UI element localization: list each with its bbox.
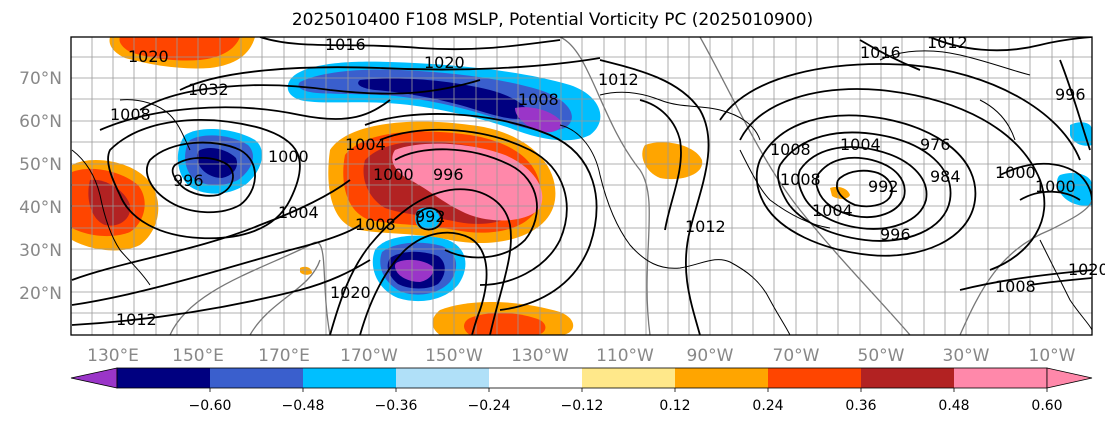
- contour-label: 1012: [927, 33, 968, 52]
- map-border: [70, 36, 1093, 336]
- secondary-contours: [169, 37, 1092, 335]
- latitude-labels: 70°N 60°N 50°N 40°N 30°N 20°N: [19, 69, 62, 304]
- contour-labels: 1016 1020 1020 1032 1004 996 1000 1004 1…: [110, 33, 1105, 329]
- contour-label: 1004: [812, 201, 853, 220]
- colorbar-tick-label: −0.48: [282, 398, 325, 414]
- contour-label: 1008: [110, 105, 151, 124]
- lon-label: 10°W: [1029, 346, 1076, 366]
- contour-label: 976: [920, 135, 951, 154]
- colorbar-cell: [117, 368, 211, 388]
- colorbar-cell: [396, 368, 490, 388]
- colorbar-extend-right: [1046, 367, 1093, 389]
- contour-label: 1000: [268, 147, 309, 166]
- lat-label: 50°N: [19, 155, 62, 175]
- contour-label: 1016: [325, 35, 366, 54]
- colorbar-cell: [489, 368, 583, 388]
- contour-label: 996: [880, 225, 911, 244]
- lat-label: 40°N: [19, 198, 62, 218]
- contour-label: 1020: [1068, 260, 1105, 279]
- colorbar-tick-label: −0.24: [468, 398, 511, 414]
- lon-label: 130°E: [87, 346, 139, 366]
- colorbar-tick-label: −0.36: [375, 398, 418, 414]
- contour-label: 1004: [278, 203, 319, 222]
- lat-label: 20°N: [19, 284, 62, 304]
- contour-label: 1032: [188, 80, 229, 99]
- lat-label: 60°N: [19, 112, 62, 132]
- lon-label: 30°W: [943, 346, 990, 366]
- contour-label: 1000: [373, 165, 414, 184]
- lat-label: 30°N: [19, 241, 62, 261]
- contour-label: 1012: [116, 310, 157, 329]
- colorbar-tick-label: 0.24: [752, 398, 783, 414]
- lon-label: 170°E: [258, 346, 310, 366]
- contour-label: 984: [930, 167, 961, 186]
- colorbar-cell: [954, 368, 1048, 388]
- colorbar-tick-label: 0.48: [938, 398, 969, 414]
- lon-label: 70°W: [773, 346, 820, 366]
- colorbar-cell: [768, 368, 862, 388]
- lon-label: 50°W: [858, 346, 905, 366]
- contour-label: 996: [433, 165, 464, 184]
- contour-label: 1020: [330, 283, 371, 302]
- map-title: 2025010400 F108 MSLP, Potential Vorticit…: [291, 10, 814, 30]
- contour-label: 1000: [1035, 177, 1076, 196]
- contour-label: 1008: [355, 215, 396, 234]
- lon-label: 170°W: [340, 346, 398, 366]
- contour-label: 1008: [518, 90, 559, 109]
- contour-label: 992: [868, 177, 899, 196]
- lon-label: 130°W: [511, 346, 569, 366]
- colorbar-tick-label: 0.36: [845, 398, 876, 414]
- colorbar-tick-label: −0.12: [561, 398, 604, 414]
- colorbar-tick-label: −0.60: [189, 398, 232, 414]
- contour-label: 1008: [995, 277, 1036, 296]
- colorbar-cell: [582, 368, 676, 388]
- lon-label: 150°E: [172, 346, 224, 366]
- contour-label: 1004: [345, 135, 386, 154]
- contour-label: 1020: [128, 47, 169, 66]
- contour-label: 1008: [770, 140, 811, 159]
- colorbar-cell: [210, 368, 304, 388]
- longitude-labels: 130°E 150°E 170°E 170°W 150°W 130°W 110°…: [87, 346, 1076, 366]
- lon-label: 110°W: [596, 346, 654, 366]
- contour-label: 1012: [598, 70, 639, 89]
- contour-label: 996: [173, 171, 204, 190]
- lat-label: 70°N: [19, 69, 62, 89]
- colorbar-cell: [303, 368, 397, 388]
- mslp-contours: [71, 37, 1092, 335]
- colorbar-tick-label: 0.12: [659, 398, 690, 414]
- contour-label: 992: [415, 207, 446, 226]
- colorbar-cell: [675, 368, 769, 388]
- contour-label: 1004: [840, 135, 881, 154]
- coastlines: [71, 50, 1092, 335]
- lon-label: 90°W: [687, 346, 734, 366]
- contour-label: 1020: [424, 53, 465, 72]
- contour-label: 1016: [860, 43, 901, 62]
- contour-label: 1008: [780, 170, 821, 189]
- contour-label: 996: [1055, 85, 1086, 104]
- colorbar: −0.60 −0.48 −0.36 −0.24 −0.12 0.12 0.24 0.36 0.4…: [70, 367, 1093, 414]
- contour-label: 1000: [995, 163, 1036, 182]
- colorbar-tick-label: 0.60: [1031, 398, 1062, 414]
- colorbar-extend-left: [70, 367, 118, 389]
- contour-label: 1012: [685, 217, 726, 236]
- lon-label: 150°W: [425, 346, 483, 366]
- colorbar-cell: [861, 368, 955, 388]
